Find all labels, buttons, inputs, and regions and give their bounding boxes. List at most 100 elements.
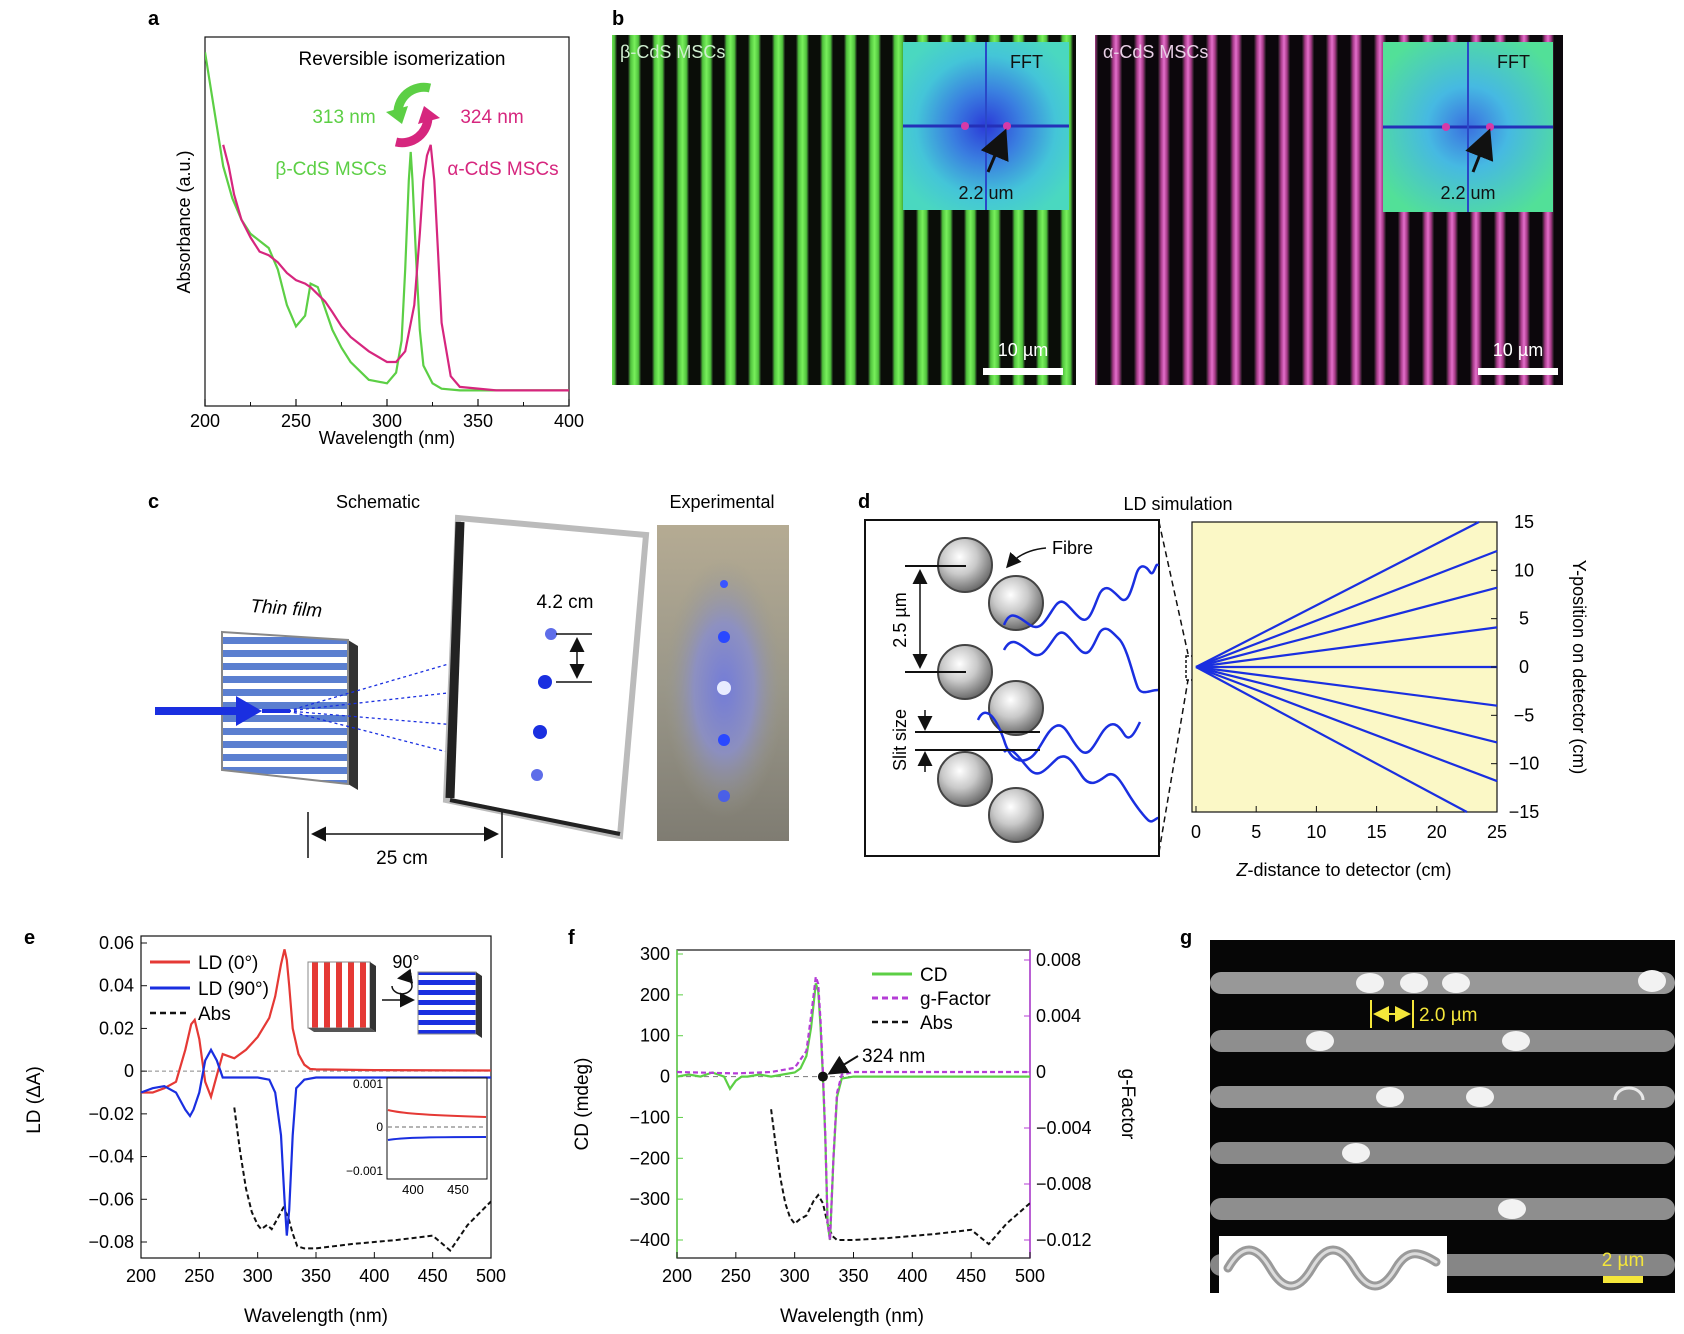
g-knot <box>1400 973 1428 993</box>
g-scale-label: 2 µm <box>1602 1250 1645 1271</box>
f-ticks: 300 200 100 0 −100 −200 −300 −400 0.008 0.004 0 −0.… <box>629 944 1091 1286</box>
e-inset-ytick: −0.001 <box>346 1164 383 1178</box>
a-xlabel: Wavelength (nm) <box>319 428 455 448</box>
f-ytick-label: −100 <box>629 1107 670 1127</box>
e-inset-ytick: 0 <box>376 1120 383 1134</box>
panel-a-frame <box>204 36 570 407</box>
g-fibre-row <box>1210 1030 1675 1052</box>
f-xlabel: Wavelength (nm) <box>780 1306 924 1327</box>
g-knot <box>1342 1143 1370 1163</box>
e-ytick-label: 0.06 <box>99 933 134 953</box>
panel-b-right-micrograph: α-CdS MSCs FFT 2.2 um 10 µm <box>1095 35 1563 385</box>
f-324-arrow <box>827 1055 859 1075</box>
e-inset-ld0 <box>387 1109 487 1118</box>
a-ylabel: Absorbance (a.u.) <box>174 150 194 293</box>
g-ring-artifact <box>1613 1086 1645 1101</box>
panel-label-c: c <box>148 491 159 513</box>
d-ray <box>1195 666 1468 813</box>
panel-g-micrograph: 2.0 µm 2 µm <box>1210 940 1675 1293</box>
g-fibre-row <box>1210 1198 1675 1220</box>
c-film-front <box>221 630 349 786</box>
f-abs-curve <box>770 1109 1030 1246</box>
c-schematic-title: Schematic <box>336 492 420 512</box>
c-spacing-label: 4.2 cm <box>536 592 593 613</box>
g-bg <box>1210 940 1675 1293</box>
g-bright-knots <box>1306 970 1666 1219</box>
f-xtick-label: 300 <box>780 1266 810 1286</box>
panel-a-series <box>205 52 569 392</box>
e-xtick-label: 450 <box>418 1266 448 1286</box>
d-zoom-line-top <box>1158 521 1189 655</box>
panel-f-chart: 300 200 100 0 −100 −200 −300 −400 0.008 0.004 0 −0.… <box>572 944 1138 1327</box>
panel-label-b: b <box>612 8 624 30</box>
f-y2tick-label: 0.004 <box>1036 1006 1081 1026</box>
e-xtick-label: 250 <box>184 1266 214 1286</box>
g-knot <box>1376 1087 1404 1107</box>
e-xlabel: Wavelength (nm) <box>244 1306 388 1327</box>
f-324-marker <box>817 1071 828 1082</box>
f-cd-curve <box>677 983 1030 1241</box>
e-ticks: 0.06 0.04 0.02 0 −0.02 −0.04 −0.06 −0.08 200 250 3… <box>88 933 506 1286</box>
e-ytick-label: 0.04 <box>99 976 134 996</box>
e-film-blue-side <box>476 972 482 1038</box>
f-legend-g: g-Factor <box>920 989 991 1010</box>
c-spot <box>538 675 552 689</box>
f-xtick-label: 250 <box>721 1266 751 1286</box>
g-fibre-row <box>1210 1142 1675 1164</box>
d-fibre <box>988 575 1044 631</box>
a-xtick-label: 250 <box>281 411 311 431</box>
a-right-wavelength: 324 nm <box>460 107 523 128</box>
d-ytick-label: −15 <box>1509 802 1540 822</box>
e-ytick-label: −0.02 <box>88 1104 134 1124</box>
panel-label-f: f <box>568 927 575 949</box>
b-left-fft-peak <box>961 122 969 130</box>
b-left-scale-label: 10 µm <box>998 340 1048 360</box>
d-wave <box>1002 627 1159 694</box>
c-spot <box>531 769 543 781</box>
d-ytick-label: 10 <box>1514 560 1534 580</box>
d-fibre <box>937 751 993 807</box>
panel-c-experimental-photo <box>657 525 789 841</box>
e-abs-curve <box>233 1107 491 1252</box>
d-xtick-label: 20 <box>1427 822 1447 842</box>
g-knot <box>1502 1031 1530 1051</box>
d-xlabel-rest: -distance to detector (cm) <box>1247 860 1451 880</box>
d-ytick-label: 15 <box>1514 512 1534 532</box>
f-legend-cd: CD <box>920 965 947 986</box>
e-ld0-curve <box>141 949 491 1101</box>
b-left-scalebar <box>983 368 1063 375</box>
f-324-label: 324 nm <box>862 1046 925 1067</box>
e-inset-ytick: 0.001 <box>353 1077 383 1091</box>
g-knot <box>1498 1199 1526 1219</box>
panel-b-left-micrograph: β-CdS MSCs FFT 2.2 um 10 µm <box>612 35 1076 385</box>
d-xlabel: Z-distance to detector (cm) <box>1235 860 1451 880</box>
d-wave <box>976 711 1142 762</box>
b-left-fft-peak <box>1003 122 1011 130</box>
panel-c-schematic: Schematic Experimental Thin film 4.2 cm … <box>155 492 775 869</box>
d-wave <box>1002 563 1160 629</box>
a-cycle-arrowhead-magenta <box>418 106 440 124</box>
d-ytick-label: −10 <box>1509 754 1540 774</box>
a-xticks: 200 250 300 350 400 <box>190 399 584 431</box>
c-laser-arrowhead <box>236 696 262 726</box>
c-ray <box>287 710 538 776</box>
b-right-scalebar <box>1478 368 1558 375</box>
c-experimental-title: Experimental <box>669 492 774 512</box>
d-xtick-label: 10 <box>1306 822 1326 842</box>
a-title: Reversible isomerization <box>299 49 506 70</box>
c-screen-edge-bottom <box>449 798 621 836</box>
f-xtick-label: 400 <box>897 1266 927 1286</box>
d-ray <box>1195 549 1498 669</box>
panel-label-d: d <box>858 491 870 513</box>
e-xtick-label: 500 <box>476 1266 506 1286</box>
d-slit-label: Slit size <box>890 709 910 771</box>
g-knot <box>1638 970 1666 992</box>
b-right-fft-arrow <box>1465 128 1494 173</box>
a-alpha-curve <box>222 144 569 392</box>
a-xtick-label: 200 <box>190 411 220 431</box>
b-left-label: β-CdS MSCs <box>620 42 725 62</box>
panel-label-g: g <box>1180 927 1192 949</box>
d-xtick-label: 25 <box>1487 822 1507 842</box>
f-ytick-label: 0 <box>660 1067 670 1087</box>
